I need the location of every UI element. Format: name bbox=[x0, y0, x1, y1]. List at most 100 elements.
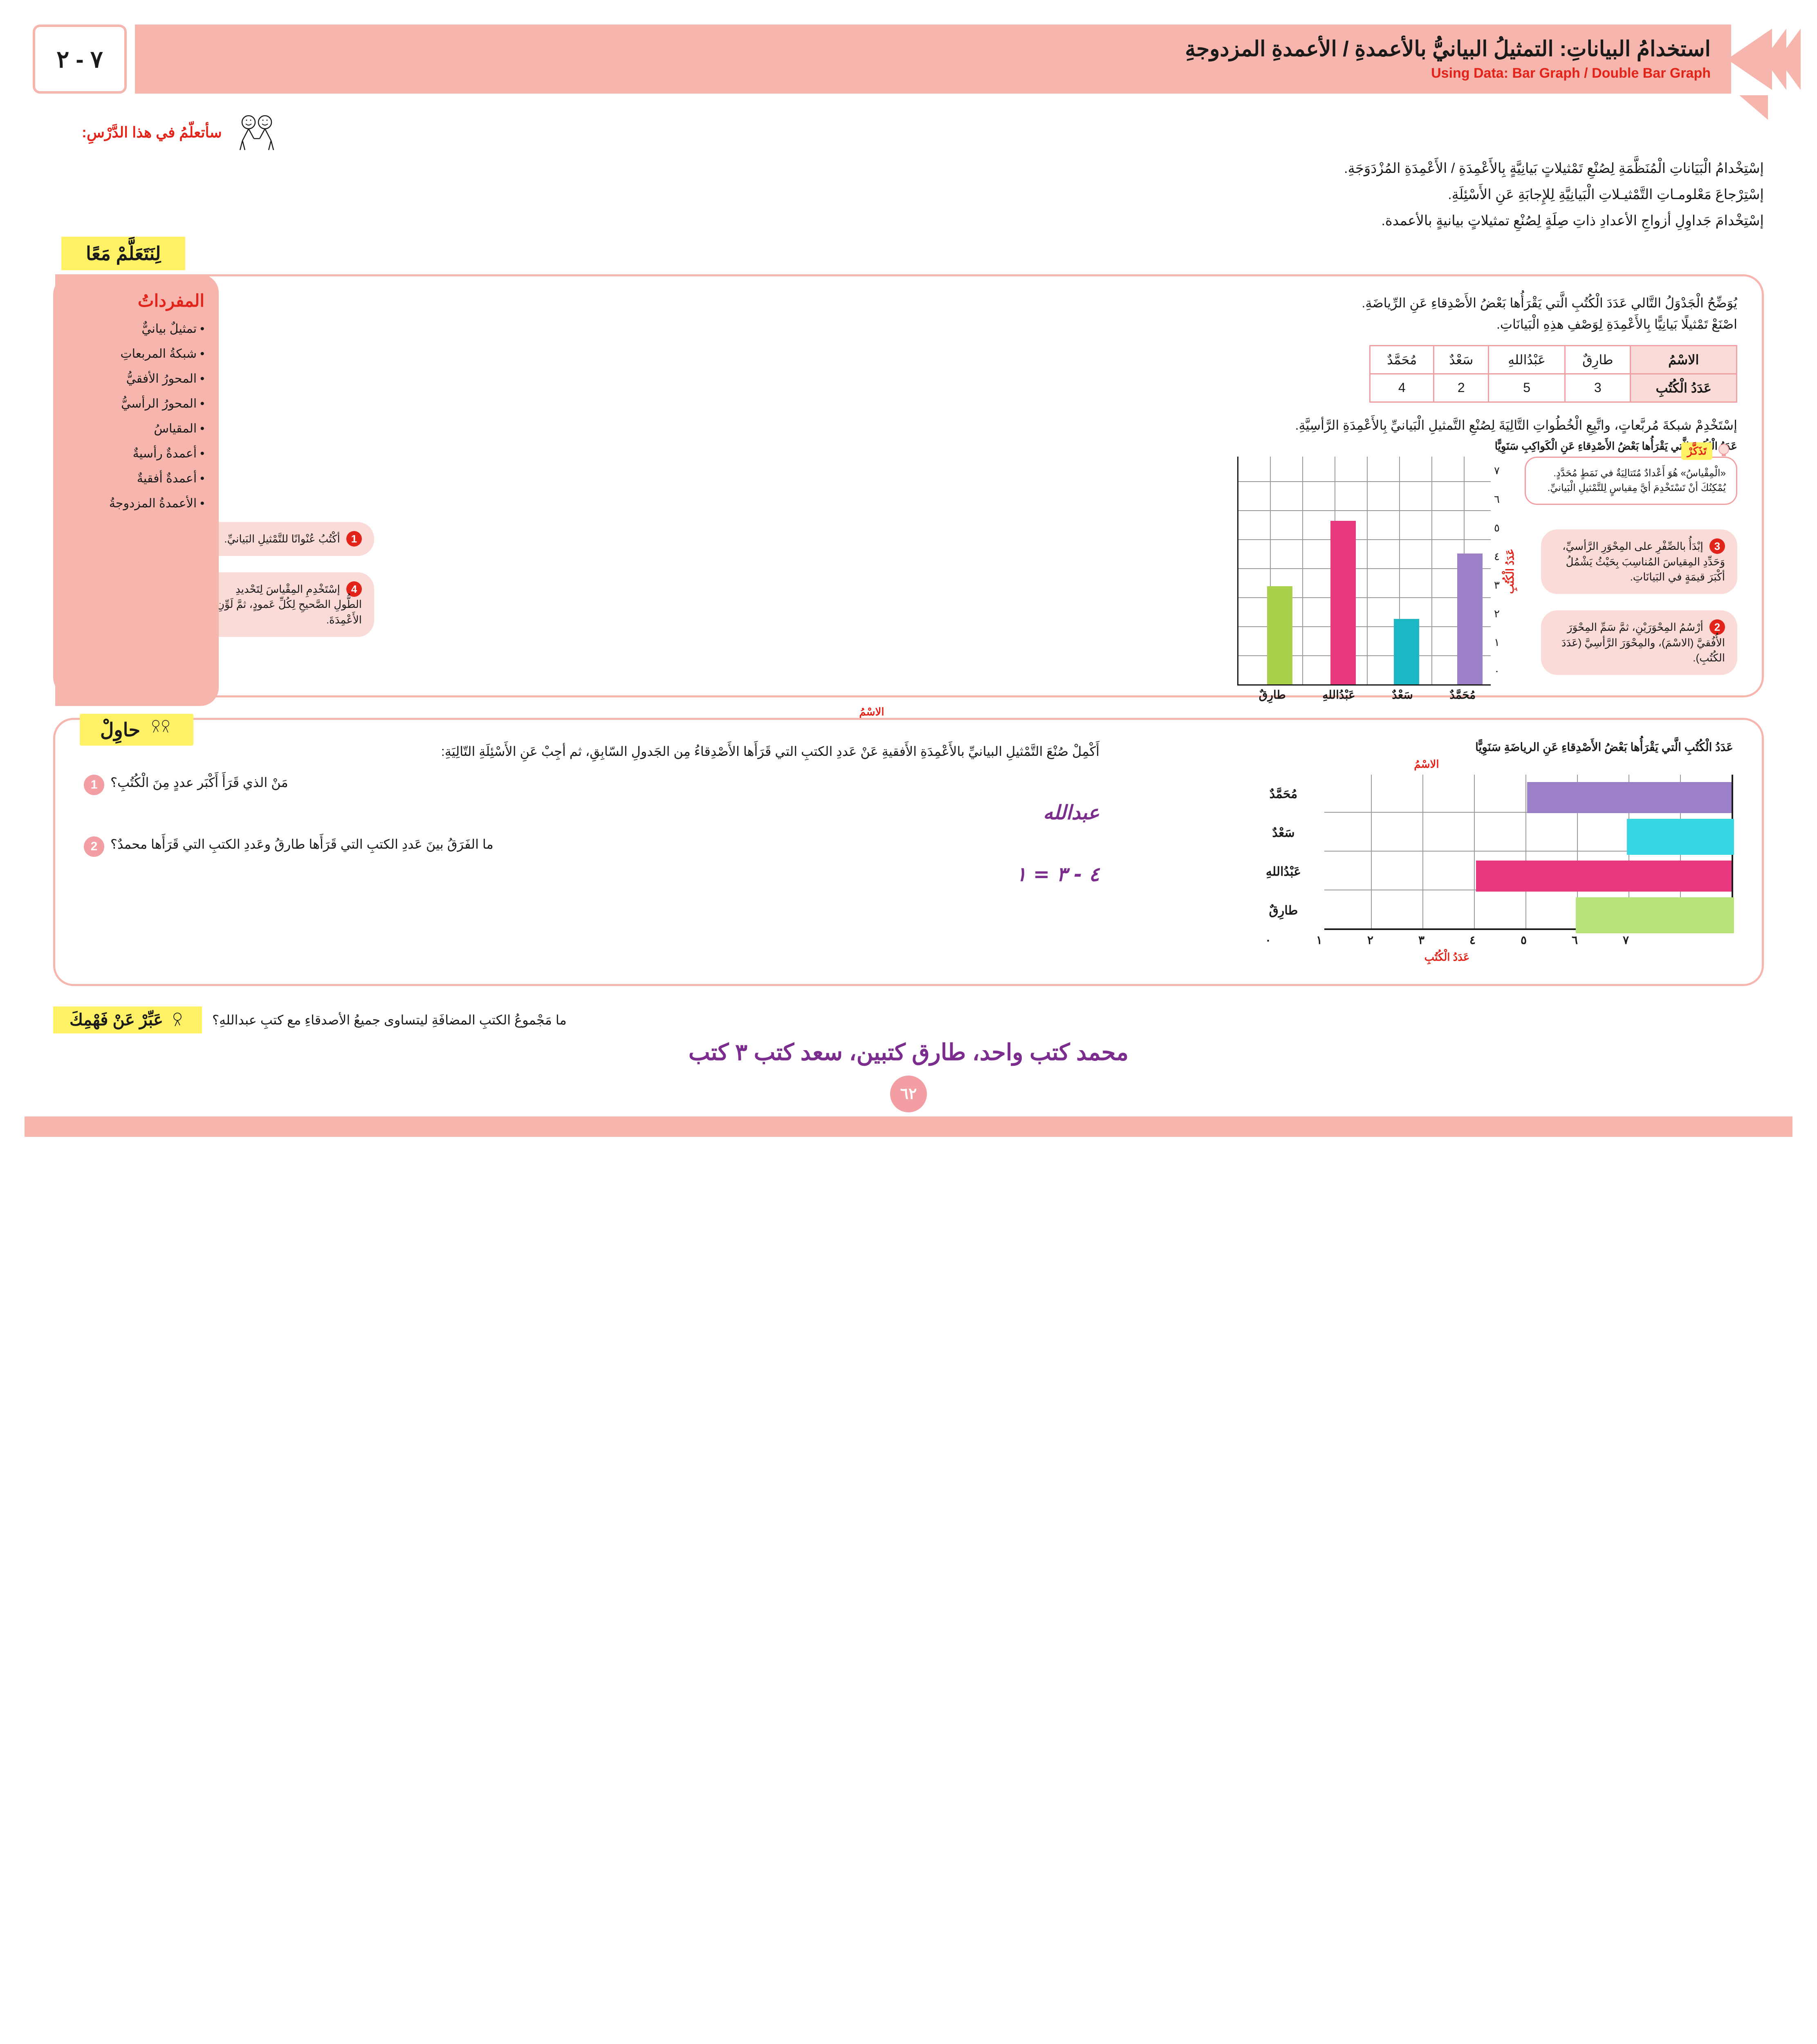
try-question-1-row: مَنْ الذي قَرَأَ أَكْبَر عددٍ مِنَ الْكُ… bbox=[84, 775, 1099, 795]
h-bar-saad[interactable] bbox=[1629, 821, 1732, 852]
try-instructions: أَكْمِلْ صُنْعَ التَّمْثيلِ البيانيِّ با… bbox=[84, 740, 1099, 762]
header-banner: استخدامُ البياناتِ: التمثيلُ البيانيُّ ب… bbox=[135, 25, 1731, 94]
try-question-1-text: مَنْ الذي قَرَأَ أَكْبَر عددٍ مِنَ الْكُ… bbox=[110, 775, 288, 790]
x-axis-labels-main: مُحَمَّدٌ سَعْدٌ عَبْدُاللهِ طارِقٌ bbox=[1240, 688, 1494, 702]
y-tick-5: ٥ bbox=[1494, 514, 1500, 542]
vocab-item-5: أعمدةٌ رأسيةٌ bbox=[70, 446, 204, 462]
table-row-label: عَدَدُ الْكُتُبِ bbox=[1631, 374, 1737, 402]
bar-saad bbox=[1394, 619, 1419, 684]
try-question-2-text: ما الفَرَقُ بينَ عَددِ الكتبِ التي قَرَأ… bbox=[110, 836, 494, 852]
table-header-name: الاسْمُ bbox=[1631, 345, 1737, 374]
h-tick-3: ٣ bbox=[1418, 933, 1424, 947]
intro-bullet-1: إسْتِرْجاعَ مَعْلومـاتِ التَّمْثيـلاتِ ا… bbox=[53, 183, 1764, 207]
y-axis-ticks-main: ٠ ١ ٢ ٣ ٤ ٥ ٦ ٧ bbox=[1494, 457, 1500, 686]
y-tick-0: ٠ bbox=[1494, 657, 1500, 686]
h-bar-tariq[interactable] bbox=[1578, 900, 1732, 931]
reflection-question: ما مَجْموعُ الكتبِ المضافَةِ ليتساوى جمي… bbox=[212, 1012, 567, 1028]
h-y-axis-title: الاسْمُ bbox=[1120, 758, 1733, 771]
intro-bullet-2: إسْتِخْدامَ جَداوِلِ أزواجِ الأعدادِ ذات… bbox=[53, 209, 1764, 233]
vocab-item-2: المحورُ الأفقيُّ bbox=[70, 371, 204, 387]
try-it-badge: حاوِلْ bbox=[80, 714, 193, 746]
h-x-axis-ticks: ٠ ١ ٢ ٣ ٤ ٥ ٦ ٧ bbox=[1243, 933, 1651, 947]
table-header-mohammed: مُحَمَّدٌ bbox=[1370, 345, 1434, 374]
vocabulary-sidebar: المفرداتُ تمثيلٌ بيانيٌّ شبكةُ المربعاتِ… bbox=[55, 274, 219, 706]
x-label-mohammed: مُحَمَّدٌ bbox=[1449, 688, 1476, 702]
table-value-tariq: 3 bbox=[1565, 374, 1631, 402]
h-label-tariq: طارِقٌ bbox=[1243, 891, 1324, 930]
y-tick-1: ١ bbox=[1494, 628, 1500, 657]
try-question-1-number: 1 bbox=[84, 775, 104, 795]
h-label-mohammed: مُحَمَّدٌ bbox=[1243, 775, 1324, 814]
h-tick-0: ٠ bbox=[1265, 933, 1271, 947]
main-lesson-box: المفرداتُ تمثيلٌ بيانيٌّ شبكةُ المربعاتِ… bbox=[53, 274, 1764, 697]
remember-tip-bubble: تَذَكَّرْ «الْمِقْياسُ» هُوَ أَعْدادٌ مُ… bbox=[1525, 457, 1737, 505]
h-tick-4: ٤ bbox=[1469, 933, 1476, 947]
student-data-table: الاسْمُ طارِقٌ عَبْدُاللهِ سَعْدٌ مُحَمَ… bbox=[1369, 345, 1737, 403]
table-value-mohammed: 4 bbox=[1370, 374, 1434, 402]
h-chart-grid bbox=[1324, 775, 1733, 930]
vocab-item-6: أعمدةٌ أفقيةٌ bbox=[70, 471, 204, 486]
table-header-tariq: طارِقٌ bbox=[1565, 345, 1631, 374]
stick-figure-thought-icon bbox=[169, 1012, 186, 1028]
x-label-saad: سَعْدٌ bbox=[1392, 688, 1413, 702]
x-label-abdullah: عَبْدُاللهِ bbox=[1322, 688, 1355, 702]
h-tick-1: ١ bbox=[1316, 933, 1322, 947]
chart-title: عَدَدُ الْكُتُبِ الَّتي يَقْرَأُها بَعْض… bbox=[227, 440, 1737, 453]
reflection-row: ما مَجْموعُ الكتبِ المضافَةِ ليتساوى جمي… bbox=[53, 1006, 1764, 1033]
remember-tip-text: «الْمِقْياسُ» هُوَ أَعْدادٌ مُتَتالِيَةٌ… bbox=[1536, 466, 1726, 495]
bar-mohammed bbox=[1457, 554, 1483, 684]
y-tick-3: ٣ bbox=[1494, 571, 1500, 600]
bar-abdullah bbox=[1330, 521, 1356, 684]
try-answer-2[interactable]: ٤ - ٣ = ١ bbox=[84, 863, 1099, 886]
h-x-axis-title: عَدَدُ الْكُتُبِ bbox=[1243, 951, 1651, 964]
bottom-decorative-strip bbox=[25, 1116, 1792, 1137]
vocab-item-7: الأعمدةُ المزدوجةُ bbox=[70, 495, 204, 511]
chevron-decoration bbox=[1727, 25, 1792, 94]
horizontal-bar-chart: مُحَمَّدٌ سَعْدٌ عَبْدُاللهِ طارِقٌ ٠ ١ … bbox=[1120, 775, 1733, 964]
vertical-bar-chart: عَدَدُ الْكُتُبِ ٠ ١ ٢ ٣ ٤ ٥ ٦ ٧ bbox=[227, 457, 1516, 686]
learn-today-row: سأتعلّمُ في هذا الدَّرْسِ: bbox=[82, 114, 1735, 151]
try-answer-1[interactable]: عبدالله bbox=[84, 801, 1099, 824]
reflection-badge: عَبِّرْ عَنْ فَهْمِكَ bbox=[53, 1006, 202, 1033]
x-label-tariq: طارِقٌ bbox=[1259, 688, 1286, 702]
reflection-handwritten-answer[interactable]: محمد كتب واحد، طارق كتبين، سعد كتب ٣ كتب bbox=[53, 1038, 1764, 1067]
lightbulb-icon bbox=[1716, 443, 1732, 459]
vocab-item-0: تمثيلٌ بيانيٌّ bbox=[70, 321, 204, 337]
callout-1: 1 أكْتُبُ عُنْوانًا للتَّمْثيلِ البَياني… bbox=[202, 522, 374, 556]
page-number: ٦٢ bbox=[890, 1076, 927, 1112]
page-header: استخدامُ البياناتِ: التمثيلُ البيانيُّ ب… bbox=[25, 25, 1792, 94]
callout-3: 3 إبْدَأُ بالصِّفْرِ على المِحْوَرِ الرَ… bbox=[1541, 529, 1737, 594]
y-tick-2: ٢ bbox=[1494, 600, 1500, 628]
x-axis-title-main: الاسْمُ bbox=[227, 706, 1516, 718]
vocabulary-title: المفرداتُ bbox=[70, 291, 204, 311]
h-tick-6: ٦ bbox=[1572, 933, 1578, 947]
remember-tip-title: تَذَكَّرْ bbox=[1681, 442, 1712, 460]
callout-4: 4 إسْتَخْدِمِ المِقْياسَ لِتَحْديدِ الطُ… bbox=[202, 572, 374, 637]
y-tick-4: ٤ bbox=[1494, 542, 1500, 571]
h-tick-2: ٢ bbox=[1367, 933, 1373, 947]
lesson-title-english: Using Data: Bar Graph / Double Bar Graph bbox=[155, 65, 1711, 81]
try-question-2-number: 2 bbox=[84, 836, 104, 857]
lesson-statement: يُوَضِّحُ الْجَدْوَلُ التَّالي عَدَدَ ال… bbox=[227, 293, 1737, 334]
learn-together-banner: لِنَتَعَلَّمْ مَعًا bbox=[61, 237, 185, 270]
vocab-item-4: المقياسُ bbox=[70, 421, 204, 437]
h-label-abdullah: عَبْدُاللهِ bbox=[1243, 852, 1324, 891]
table-value-saad: 2 bbox=[1434, 374, 1489, 402]
intro-bullet-0: إسْتِخْدامُ الْبَيَاناتِ الْمُنَظَّمَةِ … bbox=[53, 157, 1764, 181]
lesson-number-badge: ٧ - ٢ bbox=[33, 25, 127, 94]
header-triangle-decoration bbox=[1739, 95, 1768, 120]
y-axis-title-main: عَدَدُ الْكُتُبِ bbox=[1504, 549, 1516, 594]
table-value-abdullah: 5 bbox=[1489, 374, 1565, 402]
callout-2: 2 أرْسُمُ المِحْوَرَيْنِ، ثمَّ سَمِّ الم… bbox=[1541, 610, 1737, 675]
table-header-abdullah: عَبْدُاللهِ bbox=[1489, 345, 1565, 374]
bar-tariq bbox=[1267, 586, 1292, 684]
try-chart-title: عَدَدُ الْكُتُبِ الَّتي يَقْرَأُها بَعْض… bbox=[1120, 740, 1733, 754]
h-bar-abdullah bbox=[1476, 861, 1732, 892]
lesson-title-arabic: استخدامُ البياناتِ: التمثيلُ البيانيُّ ب… bbox=[155, 37, 1711, 61]
intro-bullets-section: سأتعلّمُ في هذا الدَّرْسِ: إسْتِخْدامُ ا… bbox=[53, 114, 1764, 233]
chart-grid-main bbox=[1237, 457, 1491, 686]
chart-instructions: إسْتَخْدِمْ شبكةَ مُربَّعاتٍ، واتَّبِعِ … bbox=[227, 415, 1737, 436]
y-tick-6: ٦ bbox=[1494, 485, 1500, 514]
try-question-2-row: ما الفَرَقُ بينَ عَددِ الكتبِ التي قَرَأ… bbox=[84, 836, 1099, 857]
vocab-item-1: شبكةُ المربعاتِ bbox=[70, 346, 204, 362]
